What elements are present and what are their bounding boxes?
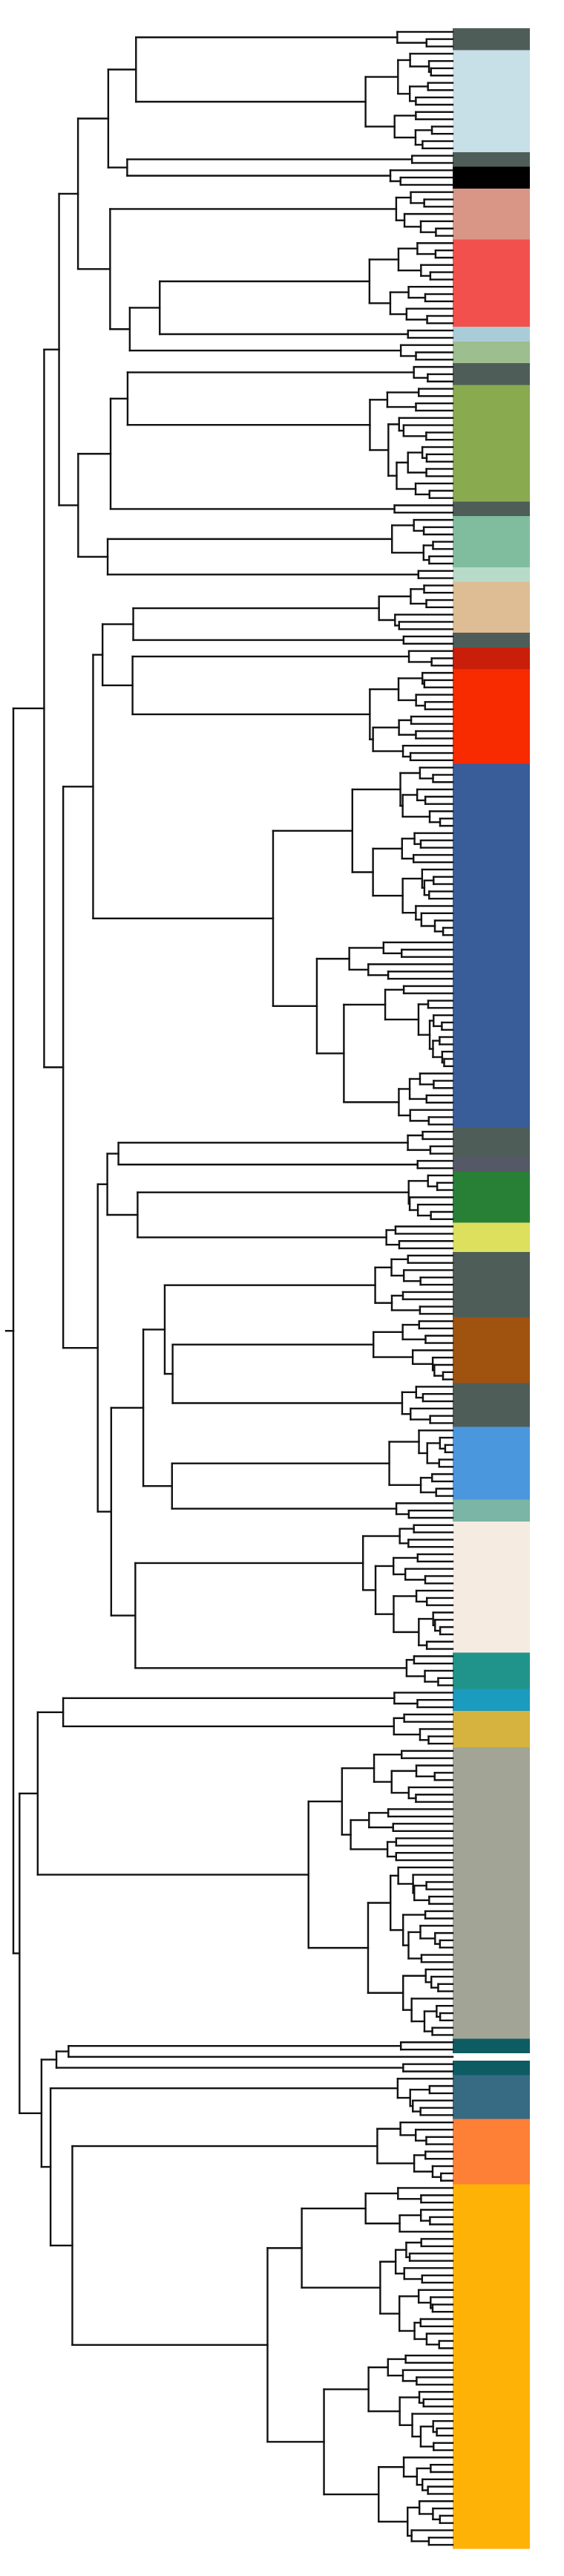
clade-band-26 <box>453 1426 530 1501</box>
clade-band-8 <box>453 341 530 364</box>
clade-band-21 <box>453 1172 530 1224</box>
clade-band-10 <box>453 385 530 503</box>
clade-band-24 <box>453 1317 530 1384</box>
clade-band-27 <box>453 1499 530 1522</box>
clade-band-7 <box>453 327 530 342</box>
clade-band-36 <box>453 2075 530 2119</box>
clade-band-33 <box>453 2038 530 2054</box>
clade-band-38 <box>453 2184 530 2549</box>
clade-band-22 <box>453 1222 530 1253</box>
clade-band-12 <box>453 516 530 568</box>
clade-band-32 <box>453 1747 530 2039</box>
clade-band-29 <box>453 1652 530 1690</box>
clade-band-13 <box>453 567 530 583</box>
clade-band-1 <box>453 28 530 51</box>
clade-band-5 <box>453 188 530 241</box>
clade-band-37 <box>453 2119 530 2185</box>
clade-band-6 <box>453 239 530 327</box>
clade-band-3 <box>453 151 530 167</box>
clade-band-18 <box>453 763 530 1129</box>
clade-band-35 <box>453 2060 530 2076</box>
tree-branches <box>4 30 454 2546</box>
clade-band-23 <box>453 1251 530 1318</box>
clade-band-19 <box>453 1128 530 1158</box>
clade-band-34 <box>453 2052 530 2061</box>
clade-band-15 <box>453 633 530 648</box>
clade-band-14 <box>453 581 530 633</box>
clade-band-2 <box>453 50 530 153</box>
clade-band-11 <box>453 501 530 517</box>
clade-band-25 <box>453 1383 530 1427</box>
clade-band-4 <box>453 166 530 189</box>
clade-band-9 <box>453 363 530 386</box>
clade-band-28 <box>453 1521 530 1654</box>
clade-band-16 <box>453 647 530 670</box>
clade-band-17 <box>453 669 530 765</box>
clade-band-30 <box>453 1689 530 1712</box>
clade-band-20 <box>453 1157 530 1173</box>
clade-band-31 <box>453 1710 530 1748</box>
clade-color-bands <box>453 28 530 2549</box>
